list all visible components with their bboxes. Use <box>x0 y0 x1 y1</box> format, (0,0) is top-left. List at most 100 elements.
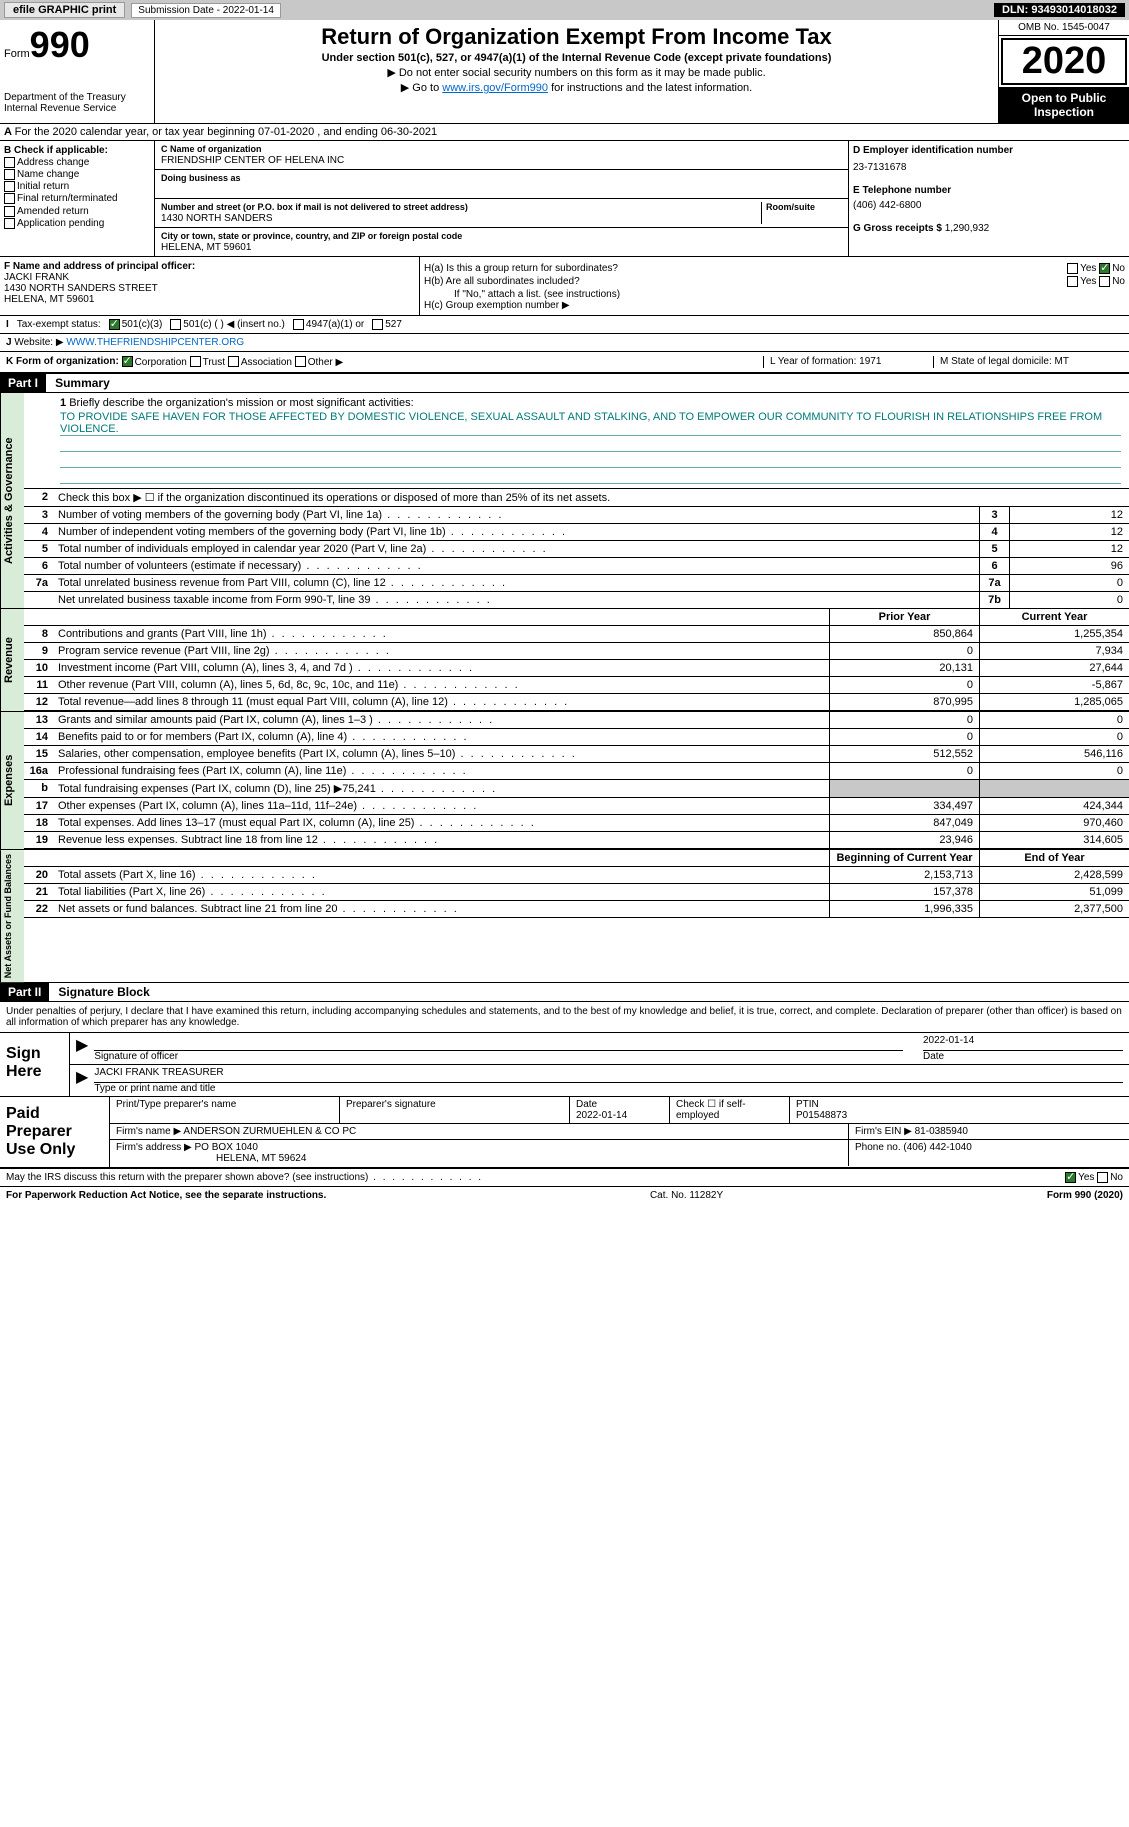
firm-phone-lbl: Phone no. <box>855 1142 901 1153</box>
cb-assoc[interactable]: Association <box>228 357 292 368</box>
hb-answer: Yes No <box>1067 276 1125 287</box>
cb-app-pending[interactable]: Application pending <box>4 218 150 229</box>
data-row: 19Revenue less expenses. Subtract line 1… <box>24 832 1129 849</box>
form-page: Form 990 (2020) <box>1047 1190 1123 1201</box>
officer-sig-line: ▶ Signature of officer 2022-01-14Date <box>70 1033 1129 1065</box>
column-c-org-info: C Name of organizationFRIENDSHIP CENTER … <box>155 141 849 256</box>
data-row: 21Total liabilities (Part X, line 26)157… <box>24 884 1129 901</box>
na-header: Beginning of Current YearEnd of Year <box>24 850 1129 867</box>
ptin-val: P01548873 <box>796 1110 847 1121</box>
cb-other[interactable]: Other ▶ <box>295 357 343 368</box>
row-k-form-org: K Form of organization: Corporation Trus… <box>0 352 1129 373</box>
data-row: 17Other expenses (Part IX, column (A), l… <box>24 798 1129 815</box>
dba-label: Doing business as <box>161 173 241 183</box>
gov-row: Net unrelated business taxable income fr… <box>24 592 1129 608</box>
omb-number: OMB No. 1545-0047 <box>999 20 1129 36</box>
preparer-label: Paid Preparer Use Only <box>0 1097 110 1167</box>
cb-501c3[interactable]: 501(c)(3) <box>109 319 163 330</box>
hb-label: H(b) Are all subordinates included? <box>424 276 580 287</box>
cat-no: Cat. No. 11282Y <box>650 1190 723 1201</box>
sign-here-block: Sign Here ▶ Signature of officer 2022-01… <box>0 1032 1129 1097</box>
part2-header: Part II Signature Block <box>0 983 1129 1002</box>
b-header: B Check if applicable: <box>4 145 150 156</box>
dln-label: DLN: 93493014018032 <box>994 3 1125 17</box>
top-toolbar: efile GRAPHIC print Submission Date - 20… <box>0 0 1129 20</box>
prep-self-emp: Check ☐ if self-employed <box>670 1097 790 1123</box>
state-domicile: M State of legal domicile: MT <box>933 356 1123 367</box>
perjury-text: Under penalties of perjury, I declare th… <box>0 1002 1129 1032</box>
current-year-hdr: Current Year <box>979 609 1129 625</box>
ha-answer: Yes No <box>1067 263 1125 274</box>
column-de: D Employer identification number 23-7131… <box>849 141 1129 256</box>
website-link[interactable]: WWW.THEFRIENDSHIPCENTER.ORG <box>66 337 244 348</box>
irs-link[interactable]: www.irs.gov/Form990 <box>442 82 548 94</box>
end-year-hdr: End of Year <box>979 850 1129 866</box>
data-row: 12Total revenue—add lines 8 through 11 (… <box>24 694 1129 711</box>
netassets-section: Net Assets or Fund Balances Beginning of… <box>0 850 1129 983</box>
data-row: 14Benefits paid to or for members (Part … <box>24 729 1129 746</box>
rev-header: Prior YearCurrent Year <box>24 609 1129 626</box>
gross-label: G Gross receipts $ <box>853 223 942 234</box>
data-row: 20Total assets (Part X, line 16)2,153,71… <box>24 867 1129 884</box>
cb-address-change[interactable]: Address change <box>4 157 150 168</box>
cb-527[interactable]: 527 <box>372 319 402 330</box>
governance-section: Activities & Governance 1 Briefly descri… <box>0 393 1129 609</box>
sidebar-netassets: Net Assets or Fund Balances <box>0 850 24 982</box>
website-label: Website: ▶ <box>14 337 63 348</box>
paid-preparer-block: Paid Preparer Use Only Print/Type prepar… <box>0 1097 1129 1169</box>
efile-button[interactable]: efile GRAPHIC print <box>4 2 125 18</box>
cb-501c[interactable]: 501(c) ( ) ◀ (insert no.) <box>170 319 285 330</box>
officer-printed-name: JACKI FRANK TREASURER <box>94 1067 1123 1083</box>
beg-year-hdr: Beginning of Current Year <box>829 850 979 866</box>
row-i-tax-status: ITax-exempt status: 501(c)(3) 501(c) ( )… <box>0 316 1129 334</box>
row-j-website: J Website: ▶ WWW.THEFRIENDSHIPCENTER.ORG <box>0 334 1129 352</box>
form-title: Return of Organization Exempt From Incom… <box>163 24 990 50</box>
date-label: Date <box>923 1051 944 1062</box>
cb-initial-return[interactable]: Initial return <box>4 181 150 192</box>
mission-text: TO PROVIDE SAFE HAVEN FOR THOSE AFFECTED… <box>60 411 1121 436</box>
principal-officer: F Name and address of principal officer:… <box>0 257 420 315</box>
cb-name-change[interactable]: Name change <box>4 169 150 180</box>
part2-title: Signature Block <box>52 983 155 1001</box>
firm-addr2: HELENA, MT 59624 <box>116 1153 306 1164</box>
form-990: 990 <box>30 24 90 65</box>
officer-addr2: HELENA, MT 59601 <box>4 294 94 305</box>
room-label: Room/suite <box>766 202 815 212</box>
row-a-tax-year: A For the 2020 calendar year, or tax yea… <box>0 124 1129 141</box>
firm-name-lbl: Firm's name ▶ <box>116 1126 181 1137</box>
prior-year-hdr: Prior Year <box>829 609 979 625</box>
page-footer: For Paperwork Reduction Act Notice, see … <box>0 1187 1129 1204</box>
officer-addr1: 1430 NORTH SANDERS STREET <box>4 283 158 294</box>
dept-treasury: Department of the Treasury Internal Reve… <box>4 92 150 114</box>
irs-discuss-row: May the IRS discuss this return with the… <box>0 1169 1129 1187</box>
cb-amended[interactable]: Amended return <box>4 206 150 217</box>
hc-label: H(c) Group exemption number ▶ <box>424 300 1125 311</box>
revenue-section: Revenue Prior YearCurrent Year 8Contribu… <box>0 609 1129 712</box>
data-row: 22Net assets or fund balances. Subtract … <box>24 901 1129 918</box>
year-box: OMB No. 1545-0047 2020 Open to Public In… <box>999 20 1129 123</box>
addr-label: Number and street (or P.O. box if mail i… <box>161 202 468 212</box>
cb-corp[interactable]: Corporation <box>122 357 187 368</box>
part1-badge: Part I <box>0 374 46 392</box>
sign-here-label: Sign Here <box>0 1033 70 1096</box>
gov-row: 7aTotal unrelated business revenue from … <box>24 575 1129 592</box>
data-row: 16aProfessional fundraising fees (Part I… <box>24 763 1129 780</box>
data-row: 8Contributions and grants (Part VIII, li… <box>24 626 1129 643</box>
cb-final-return[interactable]: Final return/terminated <box>4 193 150 204</box>
main-info-block: B Check if applicable: Address change Na… <box>0 141 1129 257</box>
ptin-lbl: PTIN <box>796 1099 819 1110</box>
officer-name-line: ▶ JACKI FRANK TREASURERType or print nam… <box>70 1065 1129 1096</box>
cb-4947[interactable]: 4947(a)(1) or <box>293 319 364 330</box>
cb-trust[interactable]: Trust <box>190 357 225 368</box>
ein-value: 23-7131678 <box>853 162 1125 173</box>
part1-header: Part I Summary <box>0 374 1129 393</box>
data-row: 15Salaries, other compensation, employee… <box>24 746 1129 763</box>
ha-label: H(a) Is this a group return for subordin… <box>424 263 618 274</box>
gov-row: 4Number of independent voting members of… <box>24 524 1129 541</box>
prep-date: 2022-01-14 <box>576 1110 627 1121</box>
city-label: City or town, state or province, country… <box>161 231 462 241</box>
data-row: 10Investment income (Part VIII, column (… <box>24 660 1129 677</box>
column-b-checkboxes: B Check if applicable: Address change Na… <box>0 141 155 256</box>
form-number-box: Form990 Department of the Treasury Inter… <box>0 20 155 123</box>
q2-text: Check this box ▶ ☐ if the organization d… <box>54 489 1129 506</box>
